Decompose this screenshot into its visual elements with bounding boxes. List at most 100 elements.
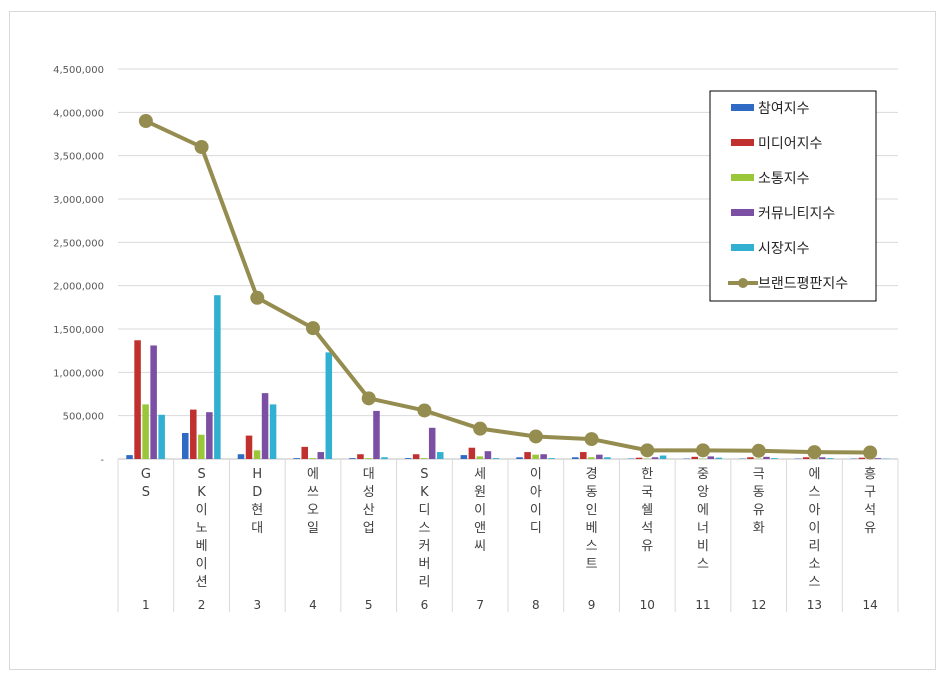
category-label-char: 동 [586, 485, 598, 500]
y-tick-label: - [100, 455, 104, 466]
category-label-char: 화 [753, 521, 765, 536]
bar-미디어지수-에스아이리소스 [802, 457, 810, 459]
bar-커뮤니티지수-에스아이리소스 [818, 457, 826, 459]
bar-커뮤니티지수-대성산업 [373, 410, 380, 459]
category-label-char: S [420, 467, 428, 482]
category-label-char: G [141, 467, 151, 482]
bar-미디어지수-세원이앤씨 [468, 447, 476, 459]
category-label-char: 너 [697, 521, 709, 536]
category-label-char: 씨 [474, 539, 486, 554]
point-브랜드평판지수-이아이디 [528, 429, 543, 444]
category-label-char: 업 [363, 521, 375, 536]
point-브랜드평판지수-GS [138, 114, 153, 128]
bar-커뮤니티지수-한국쉘석유 [651, 457, 659, 459]
bar-참여지수-세원이앤씨 [460, 455, 468, 459]
bar-커뮤니티지수-SK디스커버리 [428, 427, 436, 459]
bar-커뮤니티지수-에쓰오일 [317, 452, 325, 459]
series-line-브랜드평판지수 [145, 119, 871, 455]
bar-미디어지수-대성산업 [357, 454, 364, 459]
category-label-char: 흥 [864, 467, 876, 482]
bar-미디어지수-경동인베스트 [580, 452, 587, 459]
bar-미디어지수-에쓰오일 [301, 446, 308, 459]
point-브랜드평판지수-대성산업 [361, 391, 376, 406]
point-브랜드평판지수-에스아이리소스 [807, 445, 822, 460]
category-label-char: D [252, 485, 262, 500]
category-label-char: 유 [753, 503, 765, 518]
category-label-char: S [142, 485, 150, 500]
category-label-char: 소 [808, 557, 820, 572]
category-label-char: 에 [307, 467, 319, 482]
legend-label: 참여지수 [758, 101, 810, 117]
bar-시장지수-경동인베스트 [604, 457, 611, 459]
bar-미디어지수-중앙에너비스 [691, 456, 698, 459]
bar-소통지수-GS [142, 404, 149, 459]
category-label-char: 스 [808, 575, 820, 590]
point-브랜드평판지수-경동인베스트 [584, 432, 599, 447]
category-label-char: 유 [641, 539, 653, 554]
bar-커뮤니티지수-SK이노베이션 [206, 412, 213, 459]
category-label-char: 구 [864, 485, 876, 500]
category-label-char: 앙 [697, 485, 709, 500]
legend-swatch [731, 174, 754, 181]
bar-소통지수-경동인베스트 [588, 457, 595, 459]
category-label-char: 경 [586, 467, 598, 482]
category-label-char: K [197, 485, 206, 500]
legend-label: 브랜드평판지수 [758, 276, 848, 292]
bar-시장지수-SK이노베이션 [214, 295, 221, 459]
bar-시장지수-중앙에너비스 [715, 457, 723, 459]
category-label-char: 일 [307, 521, 319, 536]
category-label-char: 인 [586, 503, 598, 518]
rank-label: 12 [751, 598, 766, 612]
bar-시장지수-대성산업 [381, 457, 388, 459]
category-label-char: 세 [474, 467, 486, 482]
category-label-char: 석 [864, 503, 876, 518]
bar-참여지수-경동인베스트 [572, 457, 579, 459]
bar-커뮤니티지수-극동유화 [763, 456, 770, 459]
category-label-char: 산 [363, 503, 375, 518]
category-label-char: 에 [697, 503, 709, 518]
category-label-char: 스 [586, 539, 598, 554]
rank-label: 14 [863, 598, 878, 612]
category-label-char: 이 [808, 521, 820, 536]
category-label-char: 대 [251, 521, 263, 536]
legend-label: 시장지수 [758, 241, 810, 257]
rank-label: 7 [476, 598, 484, 612]
category-label-char: 커 [418, 539, 430, 554]
category-label-char: 현 [251, 503, 263, 518]
category-label-char: 이 [196, 557, 208, 572]
bar-커뮤니티지수-HD현대 [261, 393, 269, 459]
category-label-char: H [252, 467, 262, 482]
bar-소통지수-SK디스커버리 [420, 458, 428, 459]
legend-marker [738, 278, 748, 288]
category-label-char: 디 [530, 521, 542, 536]
category-label-char: 베 [196, 539, 208, 554]
bar-참여지수-에쓰오일 [293, 458, 300, 459]
legend-swatch [731, 209, 754, 216]
bar-미디어지수-HD현대 [245, 435, 253, 459]
point-브랜드평판지수-극동유화 [751, 443, 766, 458]
category-label-char: 석 [641, 521, 653, 536]
rank-label: 11 [695, 598, 710, 612]
legend-label: 커뮤니티지수 [758, 206, 835, 222]
category-label-char: 션 [196, 575, 208, 590]
category-label-char: 앤 [474, 521, 486, 536]
legend-box [709, 90, 877, 302]
legend-label: 소통지수 [758, 171, 810, 187]
category-label-char: 오 [307, 503, 319, 518]
legend-swatch [731, 139, 754, 146]
legend-swatch [731, 104, 754, 111]
category-label-char: 아 [530, 485, 542, 500]
category-label-char: 이 [474, 503, 486, 518]
category-label-char: 리 [418, 575, 430, 590]
rank-label: 9 [588, 598, 596, 612]
rank-label: 1 [142, 598, 150, 612]
